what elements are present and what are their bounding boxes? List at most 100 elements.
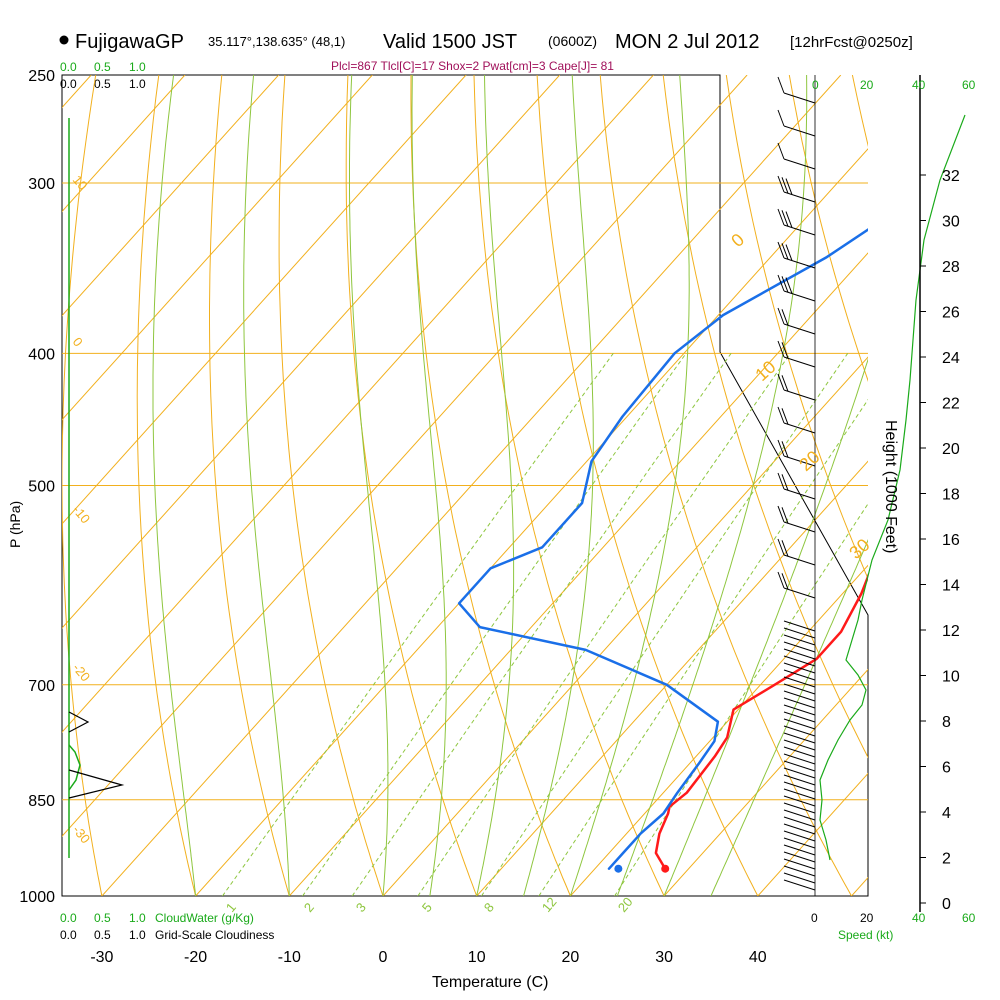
wind-barb-flag [777,142,785,160]
isotherm-line [288,252,868,896]
isotherm-line [382,356,868,896]
height-tick-label: 12 [942,623,960,640]
top-speed-tick: 60 [962,78,976,92]
top-speed-tick: 20 [860,78,874,92]
wind-barb [783,746,816,758]
dry-adiabat-line [209,75,290,896]
wind-barb-shaft [783,690,816,702]
wind-barb [777,439,816,467]
pressure-tick-label: 1000 [19,889,55,906]
sounding-traces [457,228,868,873]
bottom-cloudwater-scale: 0.0 0.5 1.0 CloudWater (g/Kg) [60,911,254,925]
wind-barb-shaft [783,809,816,821]
dry-adiabat-line [915,75,1000,896]
dry-adiabat-line [473,75,665,896]
wind-barb-flag [781,243,789,260]
mixing-ratio-line [417,353,791,896]
wind-barb-shaft [783,697,816,709]
bottom-cloudiness-tick: 0.5 [94,928,111,942]
top-cloudiness-ticks: 0.0 0.5 1.0 [60,77,146,91]
wind-barb-shaft [783,125,816,137]
wind-barb-shaft [783,634,816,646]
wind-barb-shaft [783,746,816,758]
wind-barb [783,774,816,786]
mixing-ratio-line [222,353,614,896]
wind-barb-shaft [783,858,816,870]
wind-barb-flag [781,177,789,194]
mixing-ratio-line [302,353,687,896]
pressure-tick-label: 400 [28,346,55,363]
wind-barb-flag [785,178,793,195]
isotherm-line [62,75,654,733]
wind-barb-shaft [783,788,816,800]
background-lines [62,75,1000,896]
moist-adiabat-line [349,75,389,896]
wind-barb-flag [777,307,785,325]
bottom-speed-tick: 0 [811,911,818,925]
height-tick-label: 18 [942,487,960,504]
moist-adiabat-line [476,75,515,896]
wind-barb-shaft [783,865,816,877]
wind-barb [783,676,816,688]
wind-barb-shaft [783,816,816,828]
wind-barb [783,648,816,660]
isotherm-line [62,75,748,837]
top-cloudiness-tick: 0.5 [94,77,111,91]
isotherm-label: 20 [795,447,823,475]
moist-adiabat-line [152,75,197,896]
temperature-tick-label: 30 [655,949,673,966]
wind-barb-shaft [783,760,816,772]
isotherm-line [195,148,868,896]
wind-barb [783,788,816,800]
wind-barb-shaft [783,224,816,236]
temperature-tick-label: -20 [184,949,207,966]
wind-barb-shaft [783,795,816,807]
isotherm-label: 0 [727,229,748,251]
wind-barb-flag [777,406,785,424]
top-cloudiness-tick: 0.0 [60,77,77,91]
forecast-date: MON 2 Jul 2012 [615,31,760,53]
wind-barb [777,274,816,302]
wind-barb [777,76,816,104]
wind-barb-shaft [783,521,816,533]
wind-barb-shaft [783,725,816,737]
wind-barb [783,767,816,779]
wind-barb-flag [777,274,785,292]
dry-adiabat-line [599,75,852,896]
wind-barb-flag [777,439,785,457]
temperature-tick-label: -10 [278,949,301,966]
wind-barb-flag [781,540,789,557]
wind-barb-shaft [783,823,816,835]
mixing-ratio-line [351,353,732,896]
pressure-tick-label: 850 [28,793,55,810]
isotherm-line [476,460,868,896]
mixing-ratio-line [538,398,868,896]
wind-barb-shaft [783,422,816,434]
wind-barb [783,711,816,723]
height-tick-label: 22 [942,396,960,413]
wind-barb [783,844,816,856]
top-speed-tick: 0 [812,78,819,92]
wind-barb-flag [781,342,789,359]
x-axis-label: Temperature (C) [432,974,548,991]
top-speed-tick: 40 [912,78,926,92]
dry-adiabat-line [345,75,478,896]
wind-barb [783,704,816,716]
surface-temperature-dot [661,864,670,873]
wind-barb [777,505,816,533]
wind-barb [777,571,816,599]
dry-adiabat-label: 10 [70,172,91,193]
plot-frame [61,74,869,897]
wind-barb [777,109,816,137]
wind-barb-shaft [783,620,816,632]
isotherm-line [663,668,868,896]
mixing-ratio-label: 20 [615,894,636,915]
wind-barb-shaft [783,627,816,639]
height-axis-label: Height (1000 Feet) [882,420,899,553]
dry-adiabat-line [278,75,384,896]
wind-barb-flag [777,109,785,127]
top-speed-ticks: 0 20 40 60 [812,78,976,92]
dry-adiabat-line [851,75,868,147]
wind-barb [777,175,816,203]
wind-barb [777,340,816,368]
